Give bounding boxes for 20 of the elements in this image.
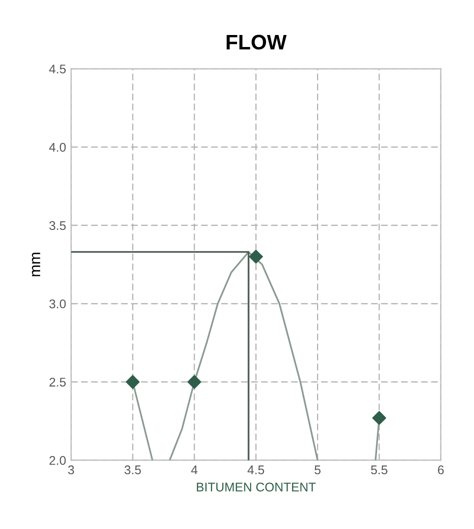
x-tick-label: 4.5	[248, 466, 264, 474]
y-tick-label: 2.0	[49, 456, 66, 465]
point	[126, 375, 140, 389]
x-tick-label: 6	[438, 465, 444, 474]
x-tick-label: 3.5	[124, 465, 141, 474]
y-tick-label: 4.0	[49, 142, 66, 152]
x-axis-title: BITUMEN CONTENT	[196, 482, 316, 492]
y-tick-label: 3.0	[49, 299, 66, 308]
x-tick-label: 5	[314, 466, 321, 474]
point	[187, 375, 202, 389]
y-tick-label: 2.5	[49, 378, 66, 387]
x-tick-label: 5.5	[371, 466, 388, 474]
x-tick-label: 3	[68, 465, 74, 474]
point	[249, 250, 263, 264]
y-axis-title: mm	[32, 252, 40, 276]
chart-title: FLOW	[226, 34, 287, 50]
point	[372, 411, 386, 425]
y-tick-label: 3.5	[49, 221, 66, 230]
x-tick-label: 4	[191, 466, 198, 474]
y-tick-label: 4.5	[49, 64, 66, 74]
